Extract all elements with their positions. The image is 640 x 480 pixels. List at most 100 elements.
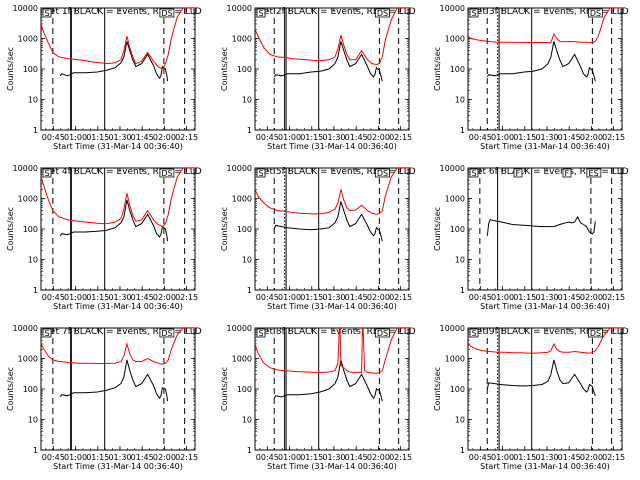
y-tick-label: 100 [237,65,252,74]
x-tick-label: 01:00 [278,293,301,302]
y-tick-label: 10 [28,256,38,265]
series-line-lld [41,168,195,228]
y-tick-label: 100 [23,65,38,74]
x-axis-label: Start Time (31-Mar-14 00:36:40) [267,142,397,151]
x-tick-label: 00:45 [469,293,492,302]
x-axis-label: Start Time (31-Mar-14 00:36:40) [480,302,610,311]
y-tick-label: 10 [455,256,465,265]
flag-label: S [45,329,50,338]
x-tick-label: 01:00 [64,453,87,462]
x-tick-label: 01:30 [322,293,345,302]
x-tick-label: 02:00 [153,293,176,302]
flag-label: DS [377,9,388,18]
y-tick-label: 10000 [440,324,465,333]
chart-panel-det-9f: Det 9f BLACK = Events, RED = LLD 1 10 100 10… [433,324,629,471]
y-tick-label: 10000 [227,4,252,13]
x-tick-label: 01:30 [535,453,558,462]
chart-title: Det 7f BLACK = Events, RED = LLD [43,327,202,337]
chart-panel-det-6f: Det 6f BLACK = Events, RED = LLD 1 10 100 10… [433,164,629,311]
flag-box [159,328,175,338]
y-tick-label: 1000 [18,355,38,364]
x-tick-label: 01:15 [513,133,536,142]
y-axis-label: Counts/sec [220,47,229,91]
x-tick-label: 01:30 [108,453,131,462]
x-tick-label: 01:45 [558,453,581,462]
x-tick-label: 00:45 [256,293,279,302]
flag-box [513,168,523,178]
flag-label: DS [377,169,388,178]
x-tick-label: 01:30 [322,453,345,462]
y-tick-label: 10000 [13,164,38,173]
chart-title: Det 6f BLACK = Events, RED = LLD [470,167,629,177]
y-axis-label: Counts/sec [433,47,442,91]
x-tick-label: 02:15 [389,133,412,142]
y-tick-label: 10000 [440,4,465,13]
plot-frame [467,167,623,291]
chart-panel-det-1f: Det 1f BLACK = Events, RED = LLD 1 10 100 10… [6,4,202,151]
x-tick-label: 01:15 [300,133,323,142]
y-axis-label: Counts/sec [433,367,442,411]
x-tick-label: 01:15 [513,453,536,462]
chart-panel-det-4f: Det 4f BLACK = Events, RED = LLD 1 10 100 10… [6,164,202,311]
series-line-lld [255,168,409,215]
flag-box [42,168,52,178]
flag-box [374,328,390,338]
chart-title: Det 5f BLACK = Events, RED = LLD [257,167,416,177]
chart-title: Det 9f BLACK = Events, RED = LLD [470,327,629,337]
plot-frame [40,167,196,291]
x-tick-label: 02:15 [175,293,198,302]
chart-panel-det-7f: Det 7f BLACK = Events, RED = LLD 1 10 100 10… [6,324,202,471]
flag-box [374,8,390,18]
x-tick-label: 02:15 [602,293,625,302]
y-tick-label: 1000 [232,355,252,364]
y-tick-label: 100 [237,225,252,234]
plot-frame [40,327,196,451]
series-line-lld [468,328,622,354]
flag-box [256,168,266,178]
y-axis-label: Counts/sec [433,207,442,251]
x-tick-label: 01:15 [86,133,109,142]
chart-panel-det-5f: Det 5f BLACK = Events, RED = LLD 1 10 100 10… [220,164,416,311]
y-tick-label: 10 [455,416,465,425]
y-tick-label: 10 [242,416,252,425]
flag-box [587,8,603,18]
y-tick-label: 1 [33,286,38,295]
flag-box [42,8,52,18]
x-axis-label: Start Time (31-Mar-14 00:36:40) [53,142,183,151]
y-axis-label: Counts/sec [220,367,229,411]
x-tick-label: 02:15 [175,133,198,142]
plot-frame [467,7,623,131]
flag-label: ES [588,169,598,178]
flag-label: DS [161,9,172,18]
y-tick-label: 1000 [232,195,252,204]
plot-frame [254,7,410,131]
series-line-events [486,41,596,82]
series-line-events [486,215,596,236]
y-tick-label: 1000 [18,35,38,44]
flag-label: S [259,329,264,338]
x-tick-label: 02:15 [602,453,625,462]
y-tick-label: 1000 [445,355,465,364]
flag-label: S [45,9,50,18]
chart-panel-det-8f: Det 8f BLACK = Events, RED = LLD 1 10 100 10… [220,324,416,471]
y-tick-label: 100 [23,225,38,234]
x-tick-label: 00:45 [256,133,279,142]
y-tick-label: 1 [460,286,465,295]
y-tick-label: 1 [247,126,252,135]
flag-label: S [472,9,477,18]
flag-label: DS [590,329,601,338]
y-tick-label: 10000 [13,324,38,333]
flag-box [469,328,479,338]
flag-label: DS [161,169,172,178]
x-tick-label: 02:00 [367,453,390,462]
series-line-events [273,201,383,242]
x-tick-label: 01:45 [345,133,368,142]
y-tick-label: 10 [242,256,252,265]
x-tick-label: 01:00 [278,133,301,142]
x-tick-label: 01:30 [108,293,131,302]
x-tick-label: 00:45 [42,133,65,142]
y-tick-label: 1 [460,446,465,455]
series-line-events [486,359,596,396]
series-line-events [59,199,169,242]
